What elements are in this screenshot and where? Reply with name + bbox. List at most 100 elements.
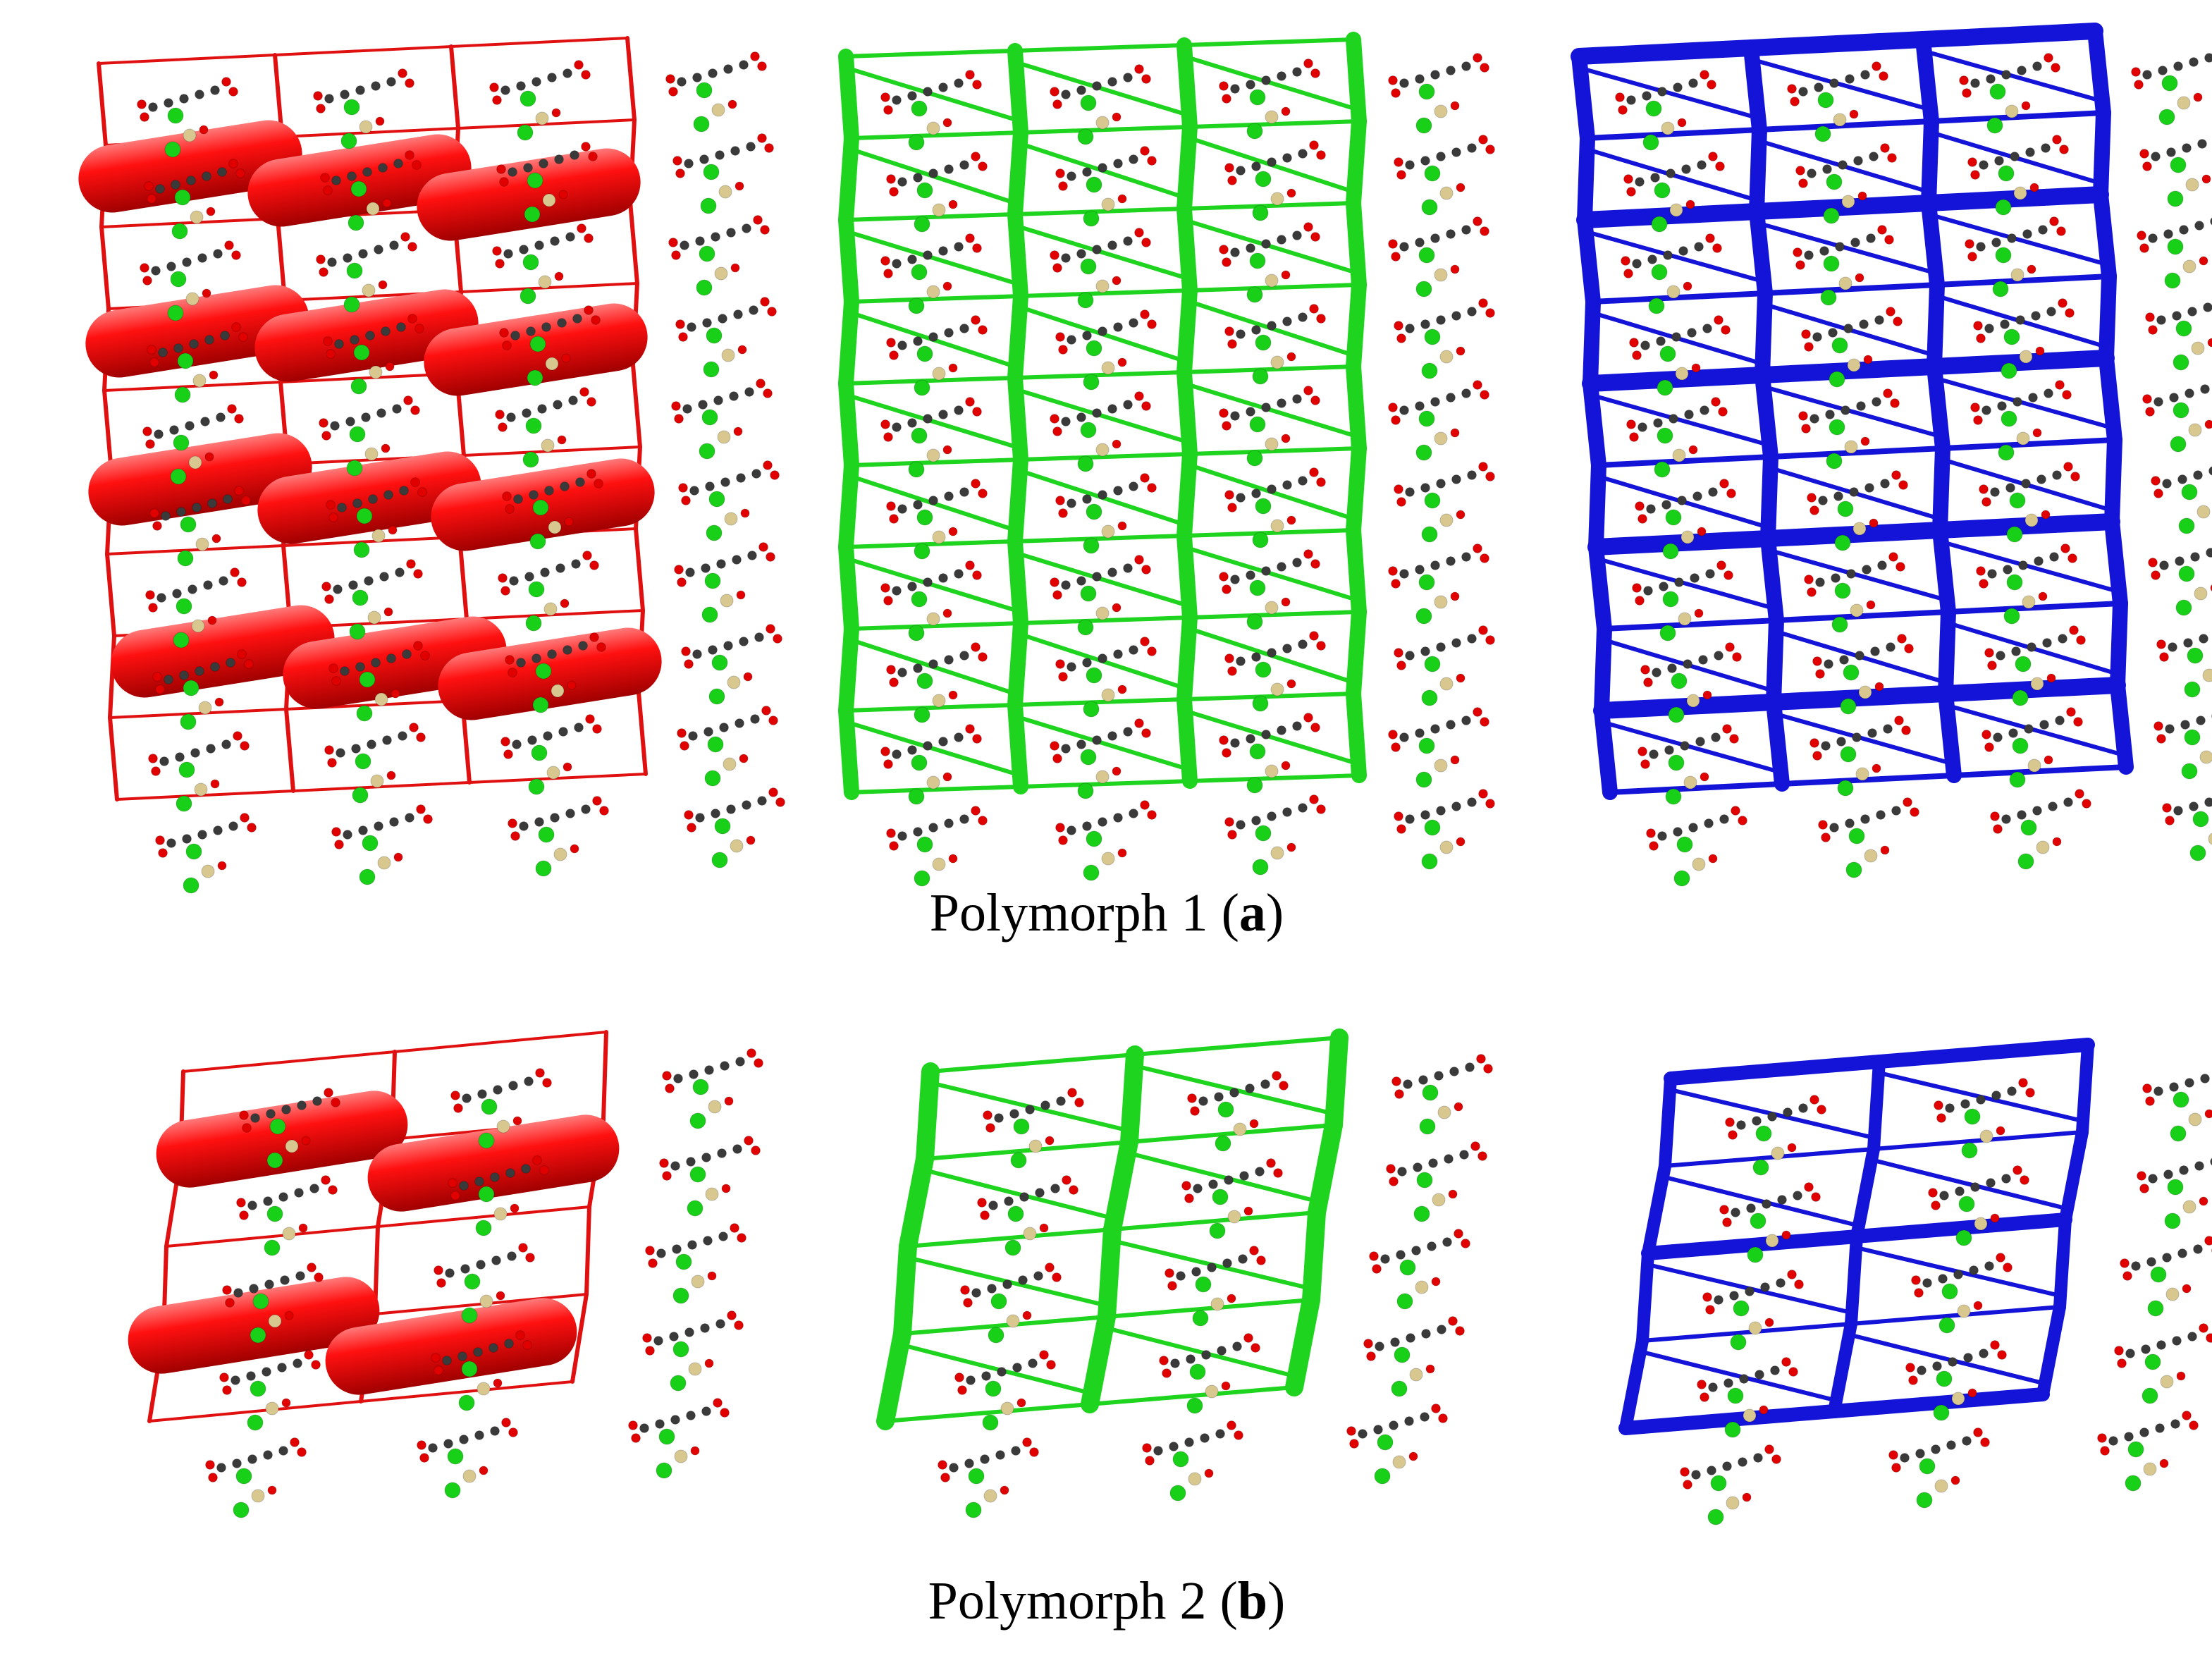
atom [479,1466,489,1475]
atom [522,451,539,468]
atom [2021,101,2031,111]
atom [340,133,357,149]
atom [2151,570,2161,580]
atom [2173,1091,2189,1108]
link [849,130,1023,140]
framework-art [78,23,2212,1525]
cylinder [85,285,309,378]
atom [1820,289,1837,306]
atom [1967,1388,1977,1398]
atom [907,91,917,101]
atom [1050,87,1059,97]
atom [553,400,563,410]
atom [321,431,331,441]
atom [1485,308,1495,318]
atom [407,242,417,252]
atom [223,494,233,504]
atom [458,1394,475,1411]
atom [908,461,925,478]
atom [331,676,341,686]
atom [1945,1103,1955,1113]
atom [701,563,711,573]
atom [1189,1363,1206,1380]
atom [378,280,388,290]
atom [1746,1203,1756,1213]
atom [1831,573,1841,583]
atom [1418,410,1435,427]
atom [575,477,585,487]
atom [2127,1441,2144,1458]
atom [1298,803,1308,813]
atom [1292,394,1302,404]
link [900,1343,1092,1395]
atom [1431,1277,1441,1287]
atom [1035,1188,1045,1198]
atom [1931,1444,1941,1454]
link [284,707,295,793]
atom [1669,203,1683,217]
atom [1450,591,1460,601]
atom [1282,317,1292,326]
atom [281,1398,291,1408]
atom [1074,1098,1084,1107]
atom [237,577,247,587]
atom [1845,818,1855,828]
atom [1681,164,1691,174]
atom [751,1146,761,1155]
atom [2165,724,2175,734]
atom [971,806,981,816]
atom [2204,419,2212,429]
atom [880,747,890,756]
atom [972,570,982,580]
atom [174,189,191,206]
atom [1050,414,1059,424]
atom [736,590,746,600]
atom [1738,1457,1747,1467]
atom [2131,1261,2141,1271]
link [1940,437,2118,451]
atom [1316,641,1326,651]
atom [1755,1125,1772,1142]
link [1098,1220,1122,1326]
atom [1880,845,1890,855]
atom [1439,186,1454,200]
atom [235,168,245,178]
atom [2167,238,2184,255]
atom [1029,1447,1039,1457]
atom [938,737,948,747]
atom [170,271,187,288]
atom [726,804,736,814]
atom [1886,307,1895,317]
atom [2044,755,2053,765]
atom [916,182,933,199]
link [1934,274,2112,288]
link [2110,677,2134,775]
atom [351,744,361,754]
atom [1281,434,1291,443]
atom [1224,817,1234,827]
atom [988,1327,1004,1344]
atom [2153,1086,2163,1096]
atom [1643,586,1653,596]
atom [2001,814,2011,824]
atom [692,73,702,82]
atom [1657,427,1673,444]
atom [375,116,385,126]
atom [880,256,890,266]
atom [149,357,159,367]
atom [1249,252,1266,269]
atom [528,581,545,598]
atom [1843,324,1853,333]
atom [2167,1179,2184,1196]
link [1188,446,1361,456]
link [1828,1318,1857,1418]
cylinder [325,1298,577,1395]
atom [2025,1088,2035,1098]
atom [1870,646,1880,656]
link [1594,556,1778,611]
link [1779,773,1957,787]
atom [673,1074,683,1083]
atom [1467,470,1477,480]
atom [1821,833,1831,842]
atom [1142,1443,1152,1453]
